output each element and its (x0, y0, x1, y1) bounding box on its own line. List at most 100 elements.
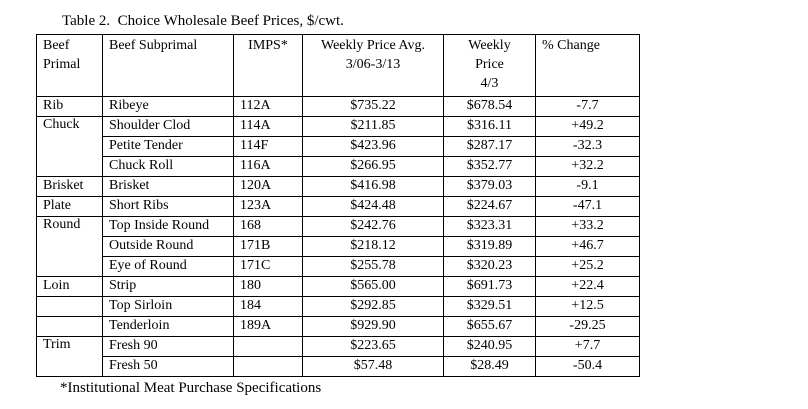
imps-cell: 168 (233, 216, 303, 237)
subprimal-cell: Fresh 90 (102, 336, 234, 357)
avg-price-cell: $266.95 (302, 156, 444, 177)
primal-cell: Brisket (36, 176, 103, 197)
subprimal-cell: Petite Tender (102, 136, 234, 157)
table-row: Round Top Inside Round 168 $242.76 $323.… (36, 216, 640, 277)
primal-cell: Trim (36, 336, 103, 377)
avg-price-cell: $292.85 (302, 296, 444, 317)
weekly-price-cell: $323.31 (443, 216, 536, 237)
weekly-price-cell: $316.11 (443, 116, 536, 137)
table-row: Trim Fresh 90 $223.65 $240.95 +7.7 (36, 336, 640, 377)
weekly-price-cell: $224.67 (443, 196, 536, 217)
table-row: Chuck Roll 116A $266.95 $352.77 +32.2 (37, 156, 640, 177)
subprimal-cell: Eye of Round (102, 256, 234, 277)
pct-change-cell: -29.25 (535, 316, 640, 337)
avg-price-cell: $255.78 (302, 256, 444, 277)
table-row: Fresh 50 $57.48 $28.49 -50.4 (37, 356, 640, 377)
avg-price-cell: $424.48 (302, 196, 444, 217)
table-row: Loin Strip 180 $565.00 $691.73 +22.4 (36, 276, 640, 297)
avg-price-cell: $416.98 (302, 176, 444, 197)
avg-price-cell: $211.85 (302, 116, 444, 137)
imps-cell-empty (233, 336, 303, 357)
pct-change-cell: -32.3 (535, 136, 640, 157)
weekly-price-cell: $329.51 (443, 296, 536, 317)
primal-cell: Round (36, 216, 103, 277)
subprimal-cell: Tenderloin (102, 316, 234, 337)
pct-change-cell: +12.5 (535, 296, 640, 317)
avg-price-cell: $223.65 (302, 336, 444, 357)
subprimal-cell: Shoulder Clod (102, 116, 234, 137)
pct-change-cell: -47.1 (535, 196, 640, 217)
table-row: Eye of Round 171C $255.78 $320.23 +25.2 (37, 256, 640, 277)
imps-cell: 123A (233, 196, 303, 217)
primal-cell: Chuck (36, 116, 103, 177)
weekly-price-cell: $28.49 (443, 356, 536, 377)
weekly-price-cell: $691.73 (443, 276, 536, 297)
avg-price-cell: $218.12 (302, 236, 444, 257)
table-row: Chuck Shoulder Clod 114A $211.85 $316.11… (36, 116, 640, 177)
imps-cell: 116A (233, 156, 303, 177)
avg-price-cell: $929.90 (302, 316, 444, 337)
pct-change-cell: +33.2 (535, 216, 640, 237)
pct-change-cell: +46.7 (535, 236, 640, 257)
header-row: Beef Primal Beef Subprimal IMPS* Weekly … (36, 34, 640, 97)
primal-cell-empty (36, 296, 103, 317)
subprimal-cell: Outside Round (102, 236, 234, 257)
table-row: Rib Ribeye 112A $735.22 $678.54 -7.7 (36, 96, 640, 117)
avg-price-cell: $735.22 (302, 96, 444, 117)
weekly-price-cell: $655.67 (443, 316, 536, 337)
subprimal-cell: Short Ribs (102, 196, 234, 217)
footnote: *Institutional Meat Purchase Specificati… (60, 380, 322, 396)
primal-cell: Plate (36, 196, 103, 217)
table-row: Brisket Brisket 120A $416.98 $379.03 -9.… (36, 176, 640, 197)
pct-change-cell: +7.7 (535, 336, 640, 357)
subprimal-cell: Brisket (102, 176, 234, 197)
pct-change-cell: +22.4 (535, 276, 640, 297)
col-header-imps: IMPS* (233, 34, 303, 97)
avg-price-cell: $242.76 (302, 216, 444, 237)
imps-cell: 171B (233, 236, 303, 257)
imps-cell: 114A (233, 116, 303, 137)
subprimal-cell: Chuck Roll (102, 156, 234, 177)
col-header-beef-subprimal: Beef Subprimal (102, 34, 234, 97)
pct-change-cell: +32.2 (535, 156, 640, 177)
table-row: Plate Short Ribs 123A $424.48 $224.67 -4… (36, 196, 640, 217)
avg-price-cell: $565.00 (302, 276, 444, 297)
weekly-price-cell: $678.54 (443, 96, 536, 117)
subprimal-cell: Ribeye (102, 96, 234, 117)
col-header-weekly-price: Weekly Price 4/3 (443, 34, 536, 97)
subprimal-cell: Strip (102, 276, 234, 297)
imps-cell: 184 (233, 296, 303, 317)
subprimal-cell: Fresh 50 (102, 356, 234, 377)
weekly-price-cell: $320.23 (443, 256, 536, 277)
col-header-beef-primal: Beef Primal (36, 34, 103, 97)
imps-cell: 189A (233, 316, 303, 337)
primal-cell: Rib (36, 96, 103, 117)
pct-change-cell: -7.7 (535, 96, 640, 117)
weekly-price-cell: $287.17 (443, 136, 536, 157)
table-row: Petite Tender 114F $423.96 $287.17 -32.3 (37, 136, 640, 157)
subprimal-cell: Top Inside Round (102, 216, 234, 237)
avg-price-cell: $423.96 (302, 136, 444, 157)
col-header-pct-change: % Change (535, 34, 640, 97)
col-header-weekly-avg: Weekly Price Avg. 3/06-3/13 (302, 34, 444, 97)
weekly-price-cell: $379.03 (443, 176, 536, 197)
pct-change-cell: +49.2 (535, 116, 640, 137)
weekly-price-cell: $240.95 (443, 336, 536, 357)
beef-prices-table: Beef Primal Beef Subprimal IMPS* Weekly … (36, 34, 640, 377)
subprimal-cell: Top Sirloin (102, 296, 234, 317)
table-row: Tenderloin 189A $929.90 $655.67 -29.25 (36, 316, 640, 337)
table-row: Outside Round 171B $218.12 $319.89 +46.7 (37, 236, 640, 257)
pct-change-cell: -9.1 (535, 176, 640, 197)
imps-cell: 112A (233, 96, 303, 117)
weekly-price-cell: $352.77 (443, 156, 536, 177)
primal-cell-empty (36, 316, 103, 337)
imps-cell: 120A (233, 176, 303, 197)
primal-cell: Loin (36, 276, 103, 297)
table-title: Table 2. Choice Wholesale Beef Prices, $… (62, 13, 344, 29)
pct-change-cell: +25.2 (535, 256, 640, 277)
pct-change-cell: -50.4 (535, 356, 640, 377)
table-row: Top Sirloin 184 $292.85 $329.51 +12.5 (36, 296, 640, 317)
imps-cell: 114F (233, 136, 303, 157)
imps-cell: 171C (233, 256, 303, 277)
